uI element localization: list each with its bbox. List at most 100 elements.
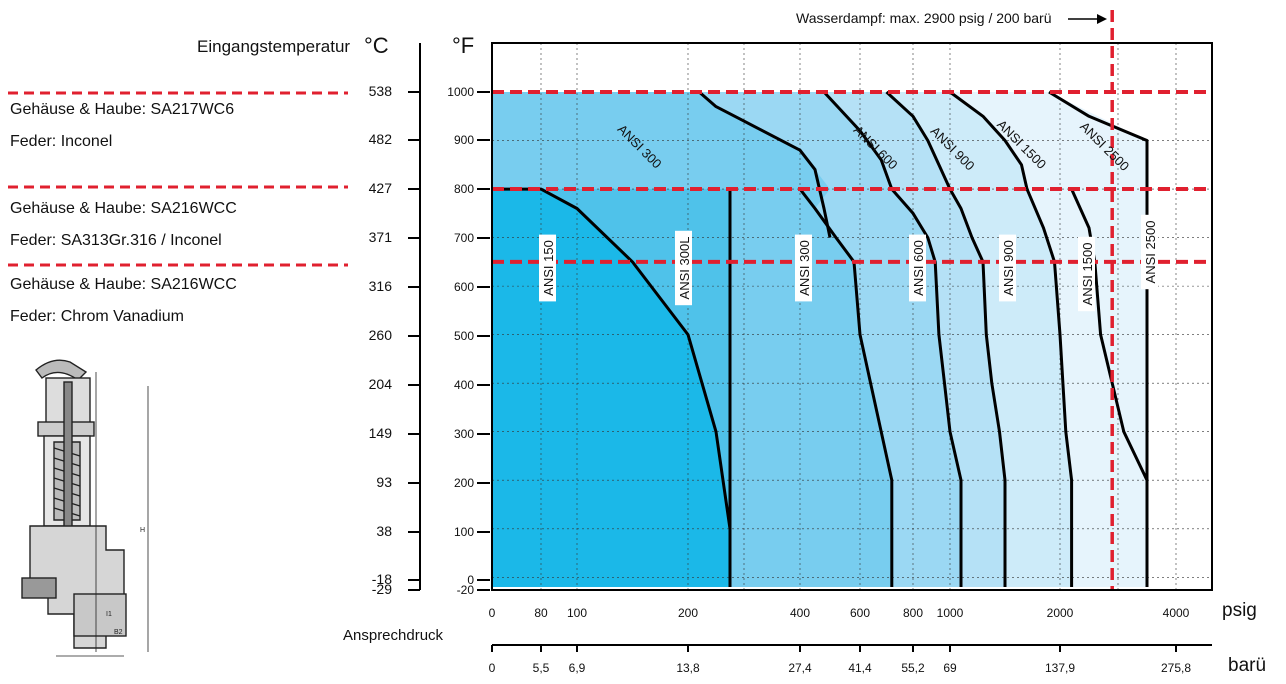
f-tick-label: 1000 <box>447 85 474 99</box>
series-label: ANSI 2500 <box>1143 221 1158 284</box>
label-group: 10009008007006005004003002001000-2053848… <box>369 83 1192 675</box>
f-tick-label: 900 <box>454 133 474 147</box>
curve-ansi-300 <box>798 188 894 587</box>
curve-ansi-900 <box>885 90 952 190</box>
temperature-label: Eingangstemperatur <box>197 37 351 56</box>
curve-ansi-600 <box>890 188 963 587</box>
c-tick-label: 538 <box>369 83 393 99</box>
f-tick-label: -20 <box>457 583 475 597</box>
f-tick-label: 800 <box>454 182 474 196</box>
legend-spring-1: Feder: Inconel <box>10 133 113 150</box>
series-label-group: ANSI 900 <box>999 234 1016 302</box>
bar-tick-label: 41,4 <box>848 661 872 675</box>
series-label-box <box>1078 236 1095 312</box>
plot-border <box>491 42 1213 591</box>
f-tick-label: 500 <box>454 329 474 343</box>
series-label-box <box>1141 214 1158 290</box>
bar-tick-label: 27,4 <box>788 661 812 675</box>
bar-tick-label: 6,9 <box>569 661 586 675</box>
series-label: ANSI 300 <box>797 240 812 296</box>
c-tick-label: 204 <box>369 376 393 392</box>
bar-tick-label: 0 <box>489 661 496 675</box>
legend-spring-2: Feder: SA313Gr.316 / Inconel <box>10 232 222 249</box>
series-label-group: ANSI 1500 <box>1078 236 1095 312</box>
arrow-head-icon <box>1097 14 1107 24</box>
psig-tick-label: 400 <box>790 606 810 620</box>
series-label: ANSI 300L <box>677 237 692 300</box>
c-tick-label: -18 <box>372 571 392 587</box>
curve-group <box>492 90 1149 587</box>
series-label: ANSI 600 <box>911 240 926 296</box>
psig-tick-label: 0 <box>489 606 496 620</box>
curve-ansi-1500 <box>1025 188 1074 587</box>
zone-fills <box>492 92 1147 587</box>
c-tick-label: 482 <box>369 131 393 147</box>
series-label-box <box>795 234 812 302</box>
celsius-unit: °C <box>364 33 389 58</box>
series-label: ANSI 900 <box>1001 240 1016 296</box>
curve-ansi-1500 <box>949 90 1029 190</box>
psig-tick-label: 100 <box>567 606 587 620</box>
limit-lines <box>8 10 1212 590</box>
series-label-group: ANSI 300L <box>675 230 692 306</box>
curve-ansi-600 <box>822 90 894 190</box>
curve-ansi-2500 <box>1048 90 1149 587</box>
bar-unit: barü <box>1228 655 1267 676</box>
svg-text:I1: I1 <box>106 611 112 618</box>
curve-ansi-2500 <box>1070 188 1149 481</box>
psig-tick-label: 2000 <box>1047 606 1074 620</box>
c-tick-label: 371 <box>369 229 393 245</box>
psig-tick-label: 80 <box>534 606 548 620</box>
f-tick-label: 300 <box>454 427 474 441</box>
c-tick-label: 38 <box>376 523 392 539</box>
psig-unit: psig <box>1222 600 1257 621</box>
psig-tick-label: 1000 <box>937 606 964 620</box>
series-label-box <box>909 234 926 302</box>
f-tick-label: 100 <box>454 525 474 539</box>
curve-ansi-900 <box>948 188 1007 587</box>
curve-ansi-150 <box>492 187 732 587</box>
steam-note: Wasserdampf: max. 2900 psig / 200 barü <box>796 10 1052 26</box>
c-tick-label: 93 <box>376 474 392 490</box>
legend-body-1: Gehäuse & Haube: SA217WC6 <box>10 101 235 118</box>
c-tick-label: 316 <box>369 278 393 294</box>
c-tick-label: 427 <box>369 180 393 196</box>
c-tick-label: 260 <box>369 327 393 343</box>
series-label-group: ANSI 2500 <box>1141 214 1158 290</box>
series-label: ANSI 150 <box>541 240 556 296</box>
series-label-group: ANSI 150 <box>539 234 556 302</box>
legend-body-3: Gehäuse & Haube: SA216WCC <box>10 276 237 293</box>
series-label-group: ANSI 600 <box>909 234 926 302</box>
svg-text:H: H <box>140 527 145 534</box>
series-label-group: ANSI 300 <box>795 234 812 302</box>
psig-tick-label: 600 <box>850 606 870 620</box>
curve-ansi-300 <box>698 90 832 238</box>
series-label: ANSI 1500 <box>1080 243 1095 306</box>
psig-tick-label: 800 <box>903 606 923 620</box>
f-tick-label: 600 <box>454 280 474 294</box>
series-label-box <box>999 234 1016 302</box>
fahrenheit-unit: °F <box>452 33 475 58</box>
f-tick-label: 700 <box>454 231 474 245</box>
bar-tick-label: 275,8 <box>1161 661 1191 675</box>
bar-tick-label: 5,5 <box>533 661 550 675</box>
c-tick-label: 149 <box>369 425 393 441</box>
f-tick-label: 200 <box>454 476 474 490</box>
series-label-box <box>539 234 556 302</box>
plot-frame <box>419 42 1213 646</box>
bar-tick-label: 137,9 <box>1045 661 1075 675</box>
valve-drawing: H I1 B2 <box>21 359 149 657</box>
psig-tick-label: 200 <box>678 606 698 620</box>
bar-tick-label: 55,2 <box>901 661 925 675</box>
pressure-axis-label: Ansprechdruck <box>343 627 444 644</box>
f-tick-label: 0 <box>467 573 474 587</box>
legend-body-2: Gehäuse & Haube: SA216WCC <box>10 200 237 217</box>
c-tick-label: -29 <box>372 581 392 597</box>
psig-tick-label: 4000 <box>1163 606 1190 620</box>
series-label-box <box>675 230 692 306</box>
f-tick-label: 400 <box>454 378 474 392</box>
svg-text:B2: B2 <box>114 629 123 636</box>
bar-tick-label: 69 <box>943 661 957 675</box>
legend-spring-3: Feder: Chrom Vanadium <box>10 308 184 325</box>
